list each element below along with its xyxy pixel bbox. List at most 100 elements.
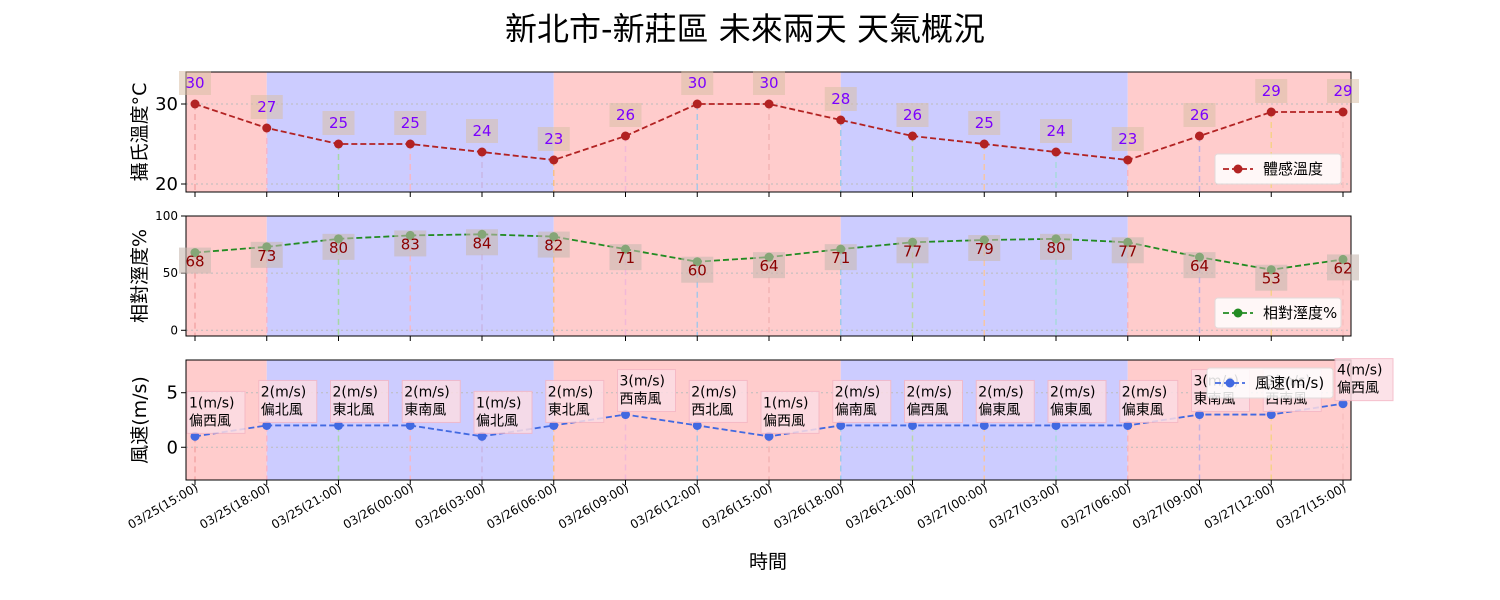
data-point xyxy=(405,139,415,149)
data-label: 77 xyxy=(903,242,922,260)
legend: 體感溫度 xyxy=(1214,153,1342,185)
y-tick-label: 30 xyxy=(155,94,178,115)
data-label: 68 xyxy=(185,253,204,271)
data-point xyxy=(1123,420,1133,430)
data-label: 2(m/s) xyxy=(261,384,306,400)
data-label-box xyxy=(681,71,714,95)
data-label-box xyxy=(609,244,642,271)
wind-direction-label: 偏南風 xyxy=(835,402,877,418)
data-label-box xyxy=(1255,264,1288,291)
data-label-box xyxy=(753,71,785,95)
data-label-box xyxy=(401,379,461,423)
data-label: 60 xyxy=(688,262,707,280)
data-label-box xyxy=(753,252,785,279)
data-label-box xyxy=(1119,379,1179,423)
data-label-box xyxy=(1255,79,1288,103)
data-label-box xyxy=(968,111,1001,135)
x-tick-label: 03/27(00:00) xyxy=(915,480,990,531)
data-label-box xyxy=(179,71,211,95)
legend-marker xyxy=(1233,164,1243,174)
data-label: 2(m/s) xyxy=(691,384,736,400)
data-label: 2(m/s) xyxy=(907,384,952,400)
data-label-box xyxy=(322,233,355,260)
data-label: 77 xyxy=(1118,242,1137,260)
data-label-box xyxy=(832,379,892,423)
data-label: 2(m/s) xyxy=(333,384,378,400)
data-label-box xyxy=(250,95,283,119)
data-label: 64 xyxy=(759,257,778,275)
data-point xyxy=(1266,107,1276,117)
data-label-box xyxy=(186,390,246,434)
x-tick-label: 03/26(09:00) xyxy=(556,480,631,531)
data-label: 29 xyxy=(1262,82,1281,100)
panel-3: 0 5 風速(m/s) 1(m/s) 偏西風 2(m/s) 偏北風 2(m/s) 東北風 2(m/… xyxy=(129,358,1394,485)
data-label: 1(m/s) xyxy=(763,395,808,411)
data-label: 26 xyxy=(903,106,922,124)
y-tick-label: 0 xyxy=(170,323,178,337)
data-label: 2(m/s) xyxy=(835,384,880,400)
data-label-box xyxy=(1111,237,1144,264)
data-point xyxy=(549,420,559,430)
data-label: 25 xyxy=(401,114,420,132)
wind-direction-label: 偏東風 xyxy=(1050,402,1092,418)
legend: 風速(m/s) xyxy=(1206,367,1334,399)
data-label-box xyxy=(330,379,389,423)
data-label-box xyxy=(1040,233,1072,260)
data-label: 80 xyxy=(1046,239,1065,257)
data-label-box xyxy=(896,103,929,127)
data-label: 82 xyxy=(544,237,563,255)
data-label: 2(m/s) xyxy=(1050,384,1095,400)
data-point xyxy=(1195,131,1204,141)
data-point xyxy=(1338,107,1348,117)
data-label: 83 xyxy=(401,235,420,253)
data-label: 28 xyxy=(831,90,850,108)
data-label: 24 xyxy=(472,122,491,140)
data-point xyxy=(190,431,200,441)
wind-direction-label: 偏北風 xyxy=(261,402,303,418)
wind-direction-label: 東北風 xyxy=(333,402,375,418)
data-label-box xyxy=(1183,252,1216,279)
data-point xyxy=(764,99,774,109)
x-tick-label: 03/27(12:00) xyxy=(1202,480,1277,531)
data-label-box xyxy=(617,369,676,413)
data-label: 30 xyxy=(688,74,707,92)
x-tick-label: 03/25(18:00) xyxy=(197,480,272,531)
data-label: 25 xyxy=(329,114,348,132)
data-label-box xyxy=(968,235,1001,261)
data-label: 27 xyxy=(257,98,276,116)
legend-box xyxy=(1206,367,1334,399)
y-axis-label: 相對溼度% xyxy=(129,229,151,323)
data-label: 30 xyxy=(759,74,778,92)
data-point xyxy=(1195,410,1204,420)
data-point xyxy=(549,155,559,165)
y-tick-label: 5 xyxy=(167,383,178,404)
data-point xyxy=(908,420,917,430)
data-label: 26 xyxy=(1190,106,1209,124)
wind-direction-label: 偏西風 xyxy=(907,402,949,418)
y-axis-label: 風速(m/s) xyxy=(129,376,151,464)
wind-direction-label: 偏東風 xyxy=(978,402,1020,418)
data-point xyxy=(1266,410,1276,420)
data-label-box xyxy=(394,230,427,257)
wind-direction-label: 偏西風 xyxy=(189,413,231,429)
data-point xyxy=(979,420,989,430)
x-tick-label: 03/26(00:00) xyxy=(341,480,416,531)
x-tick-label: 03/27(15:00) xyxy=(1273,480,1348,531)
y-tick-label: 20 xyxy=(155,174,178,195)
data-label-box xyxy=(1327,254,1359,281)
data-label: 29 xyxy=(1333,82,1352,100)
data-label: 3(m/s) xyxy=(620,374,665,390)
data-label-box xyxy=(545,379,605,423)
y-tick-label: 100 xyxy=(155,209,178,223)
data-label-box xyxy=(688,379,748,423)
legend-label: 相對溼度% xyxy=(1263,304,1337,322)
wind-direction-label: 東北風 xyxy=(548,402,590,418)
legend-marker xyxy=(1233,308,1243,318)
data-label-box xyxy=(258,379,318,423)
wind-direction-label: 西南風 xyxy=(620,392,662,408)
data-label-box xyxy=(904,379,963,423)
data-point xyxy=(621,131,630,141)
x-tick-label: 03/27(03:00) xyxy=(986,480,1061,531)
data-point xyxy=(190,99,200,109)
